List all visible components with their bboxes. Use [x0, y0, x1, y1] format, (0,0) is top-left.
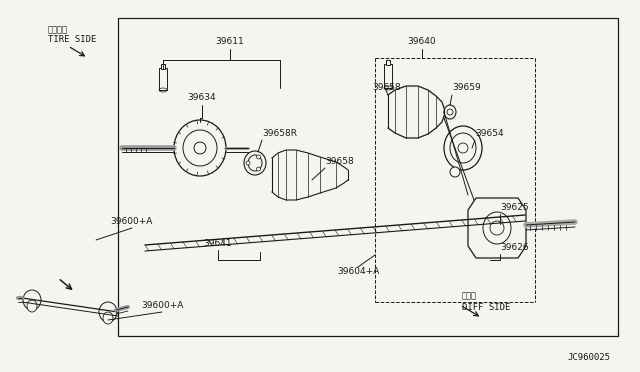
Ellipse shape — [248, 155, 262, 171]
Bar — [159, 68, 167, 90]
Text: 39640: 39640 — [408, 38, 436, 46]
Text: 39626: 39626 — [500, 244, 529, 253]
Circle shape — [450, 167, 460, 177]
Circle shape — [257, 167, 260, 171]
Text: 39659: 39659 — [452, 83, 481, 93]
Text: DIFF SIDE: DIFF SIDE — [462, 302, 510, 311]
Ellipse shape — [103, 312, 113, 324]
Circle shape — [490, 221, 504, 235]
Text: 39654: 39654 — [475, 128, 504, 138]
Bar — [384, 64, 392, 88]
Ellipse shape — [444, 126, 482, 170]
Circle shape — [246, 161, 250, 165]
Ellipse shape — [27, 300, 37, 312]
Text: TIRE SIDE: TIRE SIDE — [48, 35, 97, 45]
Text: 39611: 39611 — [216, 38, 244, 46]
Circle shape — [194, 142, 206, 154]
Ellipse shape — [483, 212, 511, 244]
Text: 39658: 39658 — [372, 83, 401, 93]
Ellipse shape — [244, 151, 266, 175]
Circle shape — [257, 155, 260, 159]
Ellipse shape — [99, 302, 117, 322]
Bar — [386, 60, 390, 65]
Ellipse shape — [444, 105, 456, 119]
Ellipse shape — [23, 290, 41, 310]
Bar — [161, 64, 165, 69]
Text: 39600+A: 39600+A — [141, 301, 183, 311]
Text: 39658: 39658 — [325, 157, 354, 167]
Text: デフ側: デフ側 — [462, 292, 477, 301]
Ellipse shape — [450, 133, 476, 163]
Text: 39658R: 39658R — [262, 128, 297, 138]
Text: 39604+A: 39604+A — [337, 267, 379, 276]
Circle shape — [458, 143, 468, 153]
Text: タイヤ側: タイヤ側 — [48, 26, 68, 35]
Bar — [118, 18, 618, 336]
Text: 39600+A: 39600+A — [110, 218, 152, 227]
Ellipse shape — [174, 120, 226, 176]
Text: 39641: 39641 — [204, 240, 232, 248]
Text: JC960025: JC960025 — [567, 353, 610, 362]
Ellipse shape — [183, 130, 217, 166]
Text: 39634: 39634 — [188, 93, 216, 103]
Text: 39625: 39625 — [500, 203, 529, 212]
Circle shape — [447, 109, 453, 115]
Polygon shape — [468, 198, 526, 258]
